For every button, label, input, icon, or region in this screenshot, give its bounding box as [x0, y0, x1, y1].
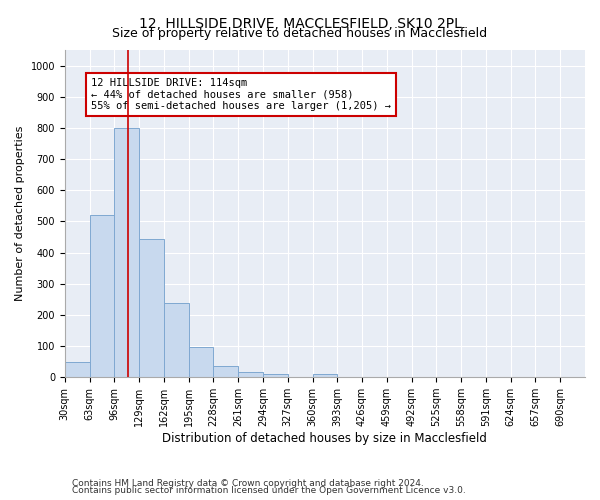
Bar [89, 215, 115, 377]
Text: Contains public sector information licensed under the Open Government Licence v3: Contains public sector information licen… [72, 486, 466, 495]
Bar [238, 372, 263, 377]
Bar [65, 362, 89, 377]
Text: Contains HM Land Registry data © Crown copyright and database right 2024.: Contains HM Land Registry data © Crown c… [72, 478, 424, 488]
Text: Size of property relative to detached houses in Macclesfield: Size of property relative to detached ho… [112, 28, 488, 40]
Bar [214, 366, 238, 377]
Bar [263, 374, 288, 377]
Bar [115, 128, 139, 377]
Bar [313, 374, 337, 377]
Bar [188, 347, 214, 377]
Bar [139, 238, 164, 377]
Bar [164, 303, 188, 377]
Y-axis label: Number of detached properties: Number of detached properties [15, 126, 25, 302]
Text: 12 HILLSIDE DRIVE: 114sqm
← 44% of detached houses are smaller (958)
55% of semi: 12 HILLSIDE DRIVE: 114sqm ← 44% of detac… [91, 78, 391, 111]
Text: 12, HILLSIDE DRIVE, MACCLESFIELD, SK10 2PL: 12, HILLSIDE DRIVE, MACCLESFIELD, SK10 2… [139, 18, 461, 32]
X-axis label: Distribution of detached houses by size in Macclesfield: Distribution of detached houses by size … [163, 432, 487, 445]
